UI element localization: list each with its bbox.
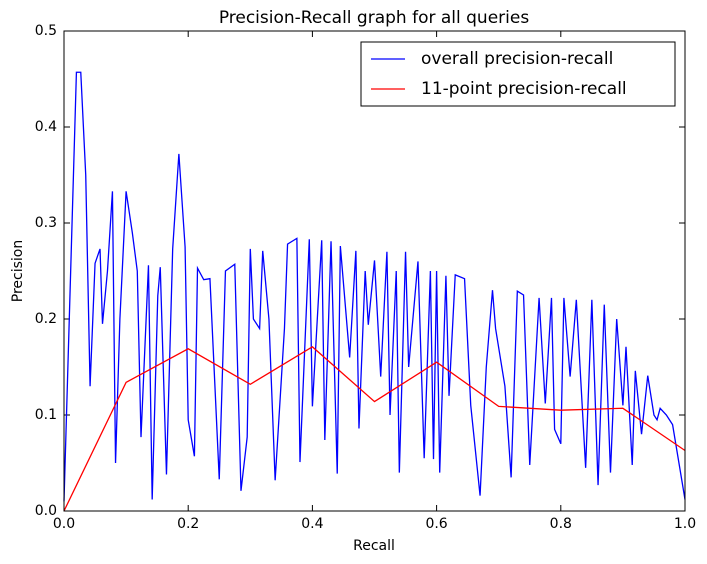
y-axis-label: Precision (10, 240, 26, 302)
series-line (63, 71, 686, 502)
legend-label: overall precision-recall (421, 49, 613, 69)
x-tick-label: 0.6 (425, 516, 447, 532)
y-tick-label: 0.1 (35, 407, 57, 423)
x-tick-label: 0.2 (177, 516, 199, 532)
chart-title: Precision-Recall graph for all queries (219, 8, 530, 28)
plot-frame (63, 30, 686, 512)
series-line (63, 346, 686, 512)
legend: overall precision-recall 11-point precisi… (360, 41, 676, 107)
x-tick-label: 0.8 (550, 516, 572, 532)
y-tick-label: 0.0 (35, 503, 57, 519)
y-tick-label: 0.4 (35, 119, 57, 135)
x-tick-label: 0.0 (53, 516, 75, 532)
x-axis-label: Recall (353, 538, 395, 554)
y-tick-label: 0.5 (35, 23, 57, 39)
x-tick-label: 0.4 (301, 516, 323, 532)
y-tick-label: 0.2 (35, 311, 57, 327)
legend-box (360, 41, 676, 107)
y-tick-label: 0.3 (35, 215, 57, 231)
legend-label: 11-point precision-recall (421, 79, 627, 99)
x-tick-label: 1.0 (674, 516, 696, 532)
